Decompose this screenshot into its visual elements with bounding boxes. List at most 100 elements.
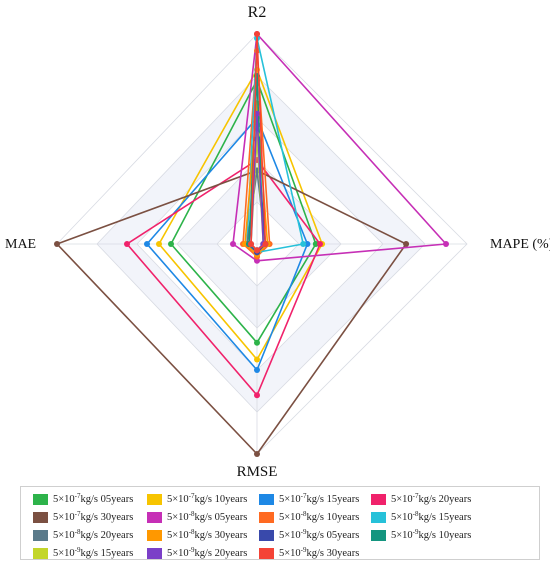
legend-swatch	[33, 548, 48, 559]
legend-label-exponent: -7	[188, 492, 195, 500]
legend-label-rest: kg/s 05years	[306, 530, 360, 541]
legend-label-base: 5×10	[279, 494, 301, 505]
legend-label-rest: kg/s 30years	[194, 530, 248, 541]
legend-label-rest: kg/s 10years	[194, 494, 248, 505]
legend-label: 5×10-7kg/s 15years	[279, 493, 359, 507]
axis-label-mae: MAE	[5, 237, 36, 252]
legend-label: 5×10-7kg/s 20years	[391, 493, 471, 507]
series-point-14-2	[254, 247, 260, 254]
legend-swatch	[259, 512, 274, 523]
axis-label-rmse: RMSE	[237, 464, 278, 480]
legend-label: 5×10-8kg/s 15years	[391, 511, 471, 525]
legend-label-rest: kg/s 05years	[194, 512, 248, 523]
legend-swatch	[371, 512, 386, 523]
series-point-3-1	[317, 241, 323, 247]
legend-label-exponent: -7	[74, 492, 81, 500]
legend-label-rest: kg/s 15years	[418, 512, 472, 523]
legend-swatch	[259, 548, 274, 559]
series-point-4-2	[254, 451, 260, 457]
radar-chart: R2 MAPE (%) RMSE MAE	[5, 4, 550, 480]
series-point-4-1	[403, 241, 410, 247]
legend-label-base: 5×10	[391, 530, 413, 541]
series-point-0-3	[168, 241, 174, 247]
legend-swatch	[259, 530, 274, 541]
series-point-2-1	[304, 241, 311, 247]
legend-label-base: 5×10	[167, 512, 189, 523]
legend-label-rest: kg/s 15years	[306, 494, 360, 505]
legend-label-rest: kg/s 10years	[418, 530, 472, 541]
legend-label-base: 5×10	[279, 530, 301, 541]
legend-label-rest: kg/s 30years	[80, 512, 134, 523]
series-point-0-2	[254, 339, 260, 346]
series-point-2-2	[254, 367, 260, 373]
legend-label-base: 5×10	[167, 548, 189, 559]
legend-swatch	[147, 512, 162, 523]
legend-label-rest: kg/s 05years	[80, 494, 134, 505]
series-point-0-1	[312, 241, 319, 247]
series-point-1-3	[156, 241, 162, 247]
series-point-1-2	[254, 356, 260, 363]
legend-label-exponent: -7	[300, 492, 307, 500]
legend-label-base: 5×10	[167, 530, 189, 541]
legend-label: 5×10-8kg/s 30years	[167, 529, 247, 543]
legend-label-base: 5×10	[279, 548, 301, 559]
legend-label-exponent: -9	[412, 528, 419, 536]
legend-label-exponent: -8	[188, 510, 195, 518]
legend-label: 5×10-9kg/s 05years	[279, 529, 359, 543]
legend-label-base: 5×10	[53, 548, 75, 559]
series-point-14-1	[262, 241, 269, 247]
legend-swatch	[371, 494, 386, 505]
legend-label-exponent: -8	[300, 510, 307, 518]
legend-swatch	[259, 494, 274, 505]
legend-label-base: 5×10	[391, 512, 413, 523]
legend-label-rest: kg/s 10years	[306, 512, 360, 523]
legend-label-exponent: -8	[412, 510, 419, 518]
legend-swatch	[147, 548, 162, 559]
legend-label: 5×10-9kg/s 20years	[167, 547, 247, 561]
legend-label: 5×10-8kg/s 20years	[53, 529, 133, 543]
legend: 5×10-7kg/s 05years 5×10-7kg/s 10years 5×10…	[20, 486, 540, 560]
legend-label: 5×10-7kg/s 10years	[167, 493, 247, 507]
legend-label-exponent: -9	[188, 546, 195, 554]
series-point-3-3	[124, 241, 130, 247]
legend-label-base: 5×10	[53, 530, 75, 541]
legend-label: 5×10-9kg/s 30years	[279, 547, 359, 561]
legend-label-rest: kg/s 20years	[80, 530, 134, 541]
legend-swatch	[147, 494, 162, 505]
legend-swatch	[33, 494, 48, 505]
legend-label-exponent: -9	[300, 528, 307, 536]
legend-label-rest: kg/s 15years	[80, 548, 134, 559]
radar-series	[54, 31, 449, 457]
legend-label: 5×10-8kg/s 05years	[167, 511, 247, 525]
legend-swatch	[33, 530, 48, 541]
series-point-14-3	[248, 241, 254, 247]
legend-label-rest: kg/s 20years	[418, 494, 472, 505]
legend-label: 5×10-7kg/s 30years	[53, 511, 133, 525]
legend-swatch	[371, 530, 386, 541]
legend-label-base: 5×10	[391, 494, 413, 505]
axis-label-mape: MAPE (%)	[490, 237, 550, 252]
legend-label-base: 5×10	[53, 494, 75, 505]
legend-label-base: 5×10	[167, 494, 189, 505]
series-point-7-1	[300, 241, 307, 247]
series-point-3-2	[254, 392, 260, 399]
legend-label-exponent: -9	[74, 546, 81, 554]
axis-label-r2: R2	[248, 4, 267, 21]
legend-label-rest: kg/s 30years	[306, 548, 360, 559]
series-point-5-2	[254, 257, 260, 264]
legend-label: 5×10-7kg/s 05years	[53, 493, 133, 507]
series-point-2-3	[144, 241, 150, 247]
legend-label: 5×10-8kg/s 10years	[279, 511, 359, 525]
legend-label: 5×10-9kg/s 10years	[391, 529, 471, 543]
legend-label-exponent: -8	[188, 528, 195, 536]
legend-label: 5×10-9kg/s 15years	[53, 547, 133, 561]
legend-label-exponent: -9	[300, 546, 307, 554]
legend-label-rest: kg/s 20years	[194, 548, 248, 559]
legend-label-base: 5×10	[279, 512, 301, 523]
legend-label-exponent: -7	[74, 510, 81, 518]
series-point-4-3	[54, 241, 60, 247]
series-point-5-1	[443, 241, 449, 247]
legend-swatch	[147, 530, 162, 541]
series-14	[248, 31, 269, 254]
series-point-14-0	[254, 31, 260, 37]
